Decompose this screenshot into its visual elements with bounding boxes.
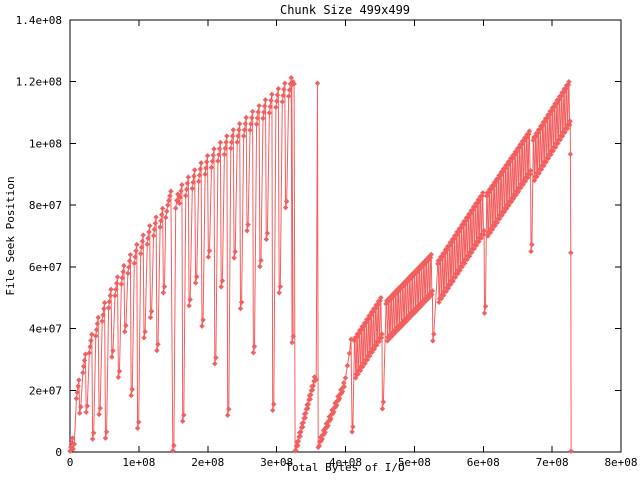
y-tick-label: 8e+07 — [29, 199, 62, 212]
x-axis-title: Total Bytes of I/O — [285, 461, 404, 474]
y-tick-label: 0 — [55, 446, 62, 459]
y-tick-label: 1.4e+08 — [16, 14, 62, 27]
x-tick-label: 3e+08 — [260, 456, 293, 469]
chart-title: Chunk Size 499x499 — [280, 3, 410, 17]
chart-generated-layer: 0 1e+08 2e+08 3e+08 4e+08 5e+08 6e+08 7e+08 8e+0… — [16, 14, 638, 469]
y-tick-label: 4e+07 — [29, 323, 62, 336]
y-tick-label: 1.2e+08 — [16, 76, 62, 89]
y-axis-title: File Seek Position — [4, 176, 17, 295]
x-tick-label: 5e+08 — [398, 456, 431, 469]
x-tick-label: 1e+08 — [122, 456, 155, 469]
y-tick-label: 1e+08 — [29, 137, 62, 150]
x-tick-label: 7e+08 — [536, 456, 569, 469]
x-tick-label: 8e+08 — [604, 456, 637, 469]
x-tick-label: 6e+08 — [467, 456, 500, 469]
seek-trace-markers — [67, 74, 574, 454]
x-tick-label: 2e+08 — [191, 456, 224, 469]
x-tick-label: 4e+08 — [329, 456, 362, 469]
y-tick-label: 6e+07 — [29, 261, 62, 274]
x-tick-label: 0 — [67, 456, 74, 469]
y-tick-label: 2e+07 — [29, 384, 62, 397]
seek-trace-line — [69, 77, 572, 452]
